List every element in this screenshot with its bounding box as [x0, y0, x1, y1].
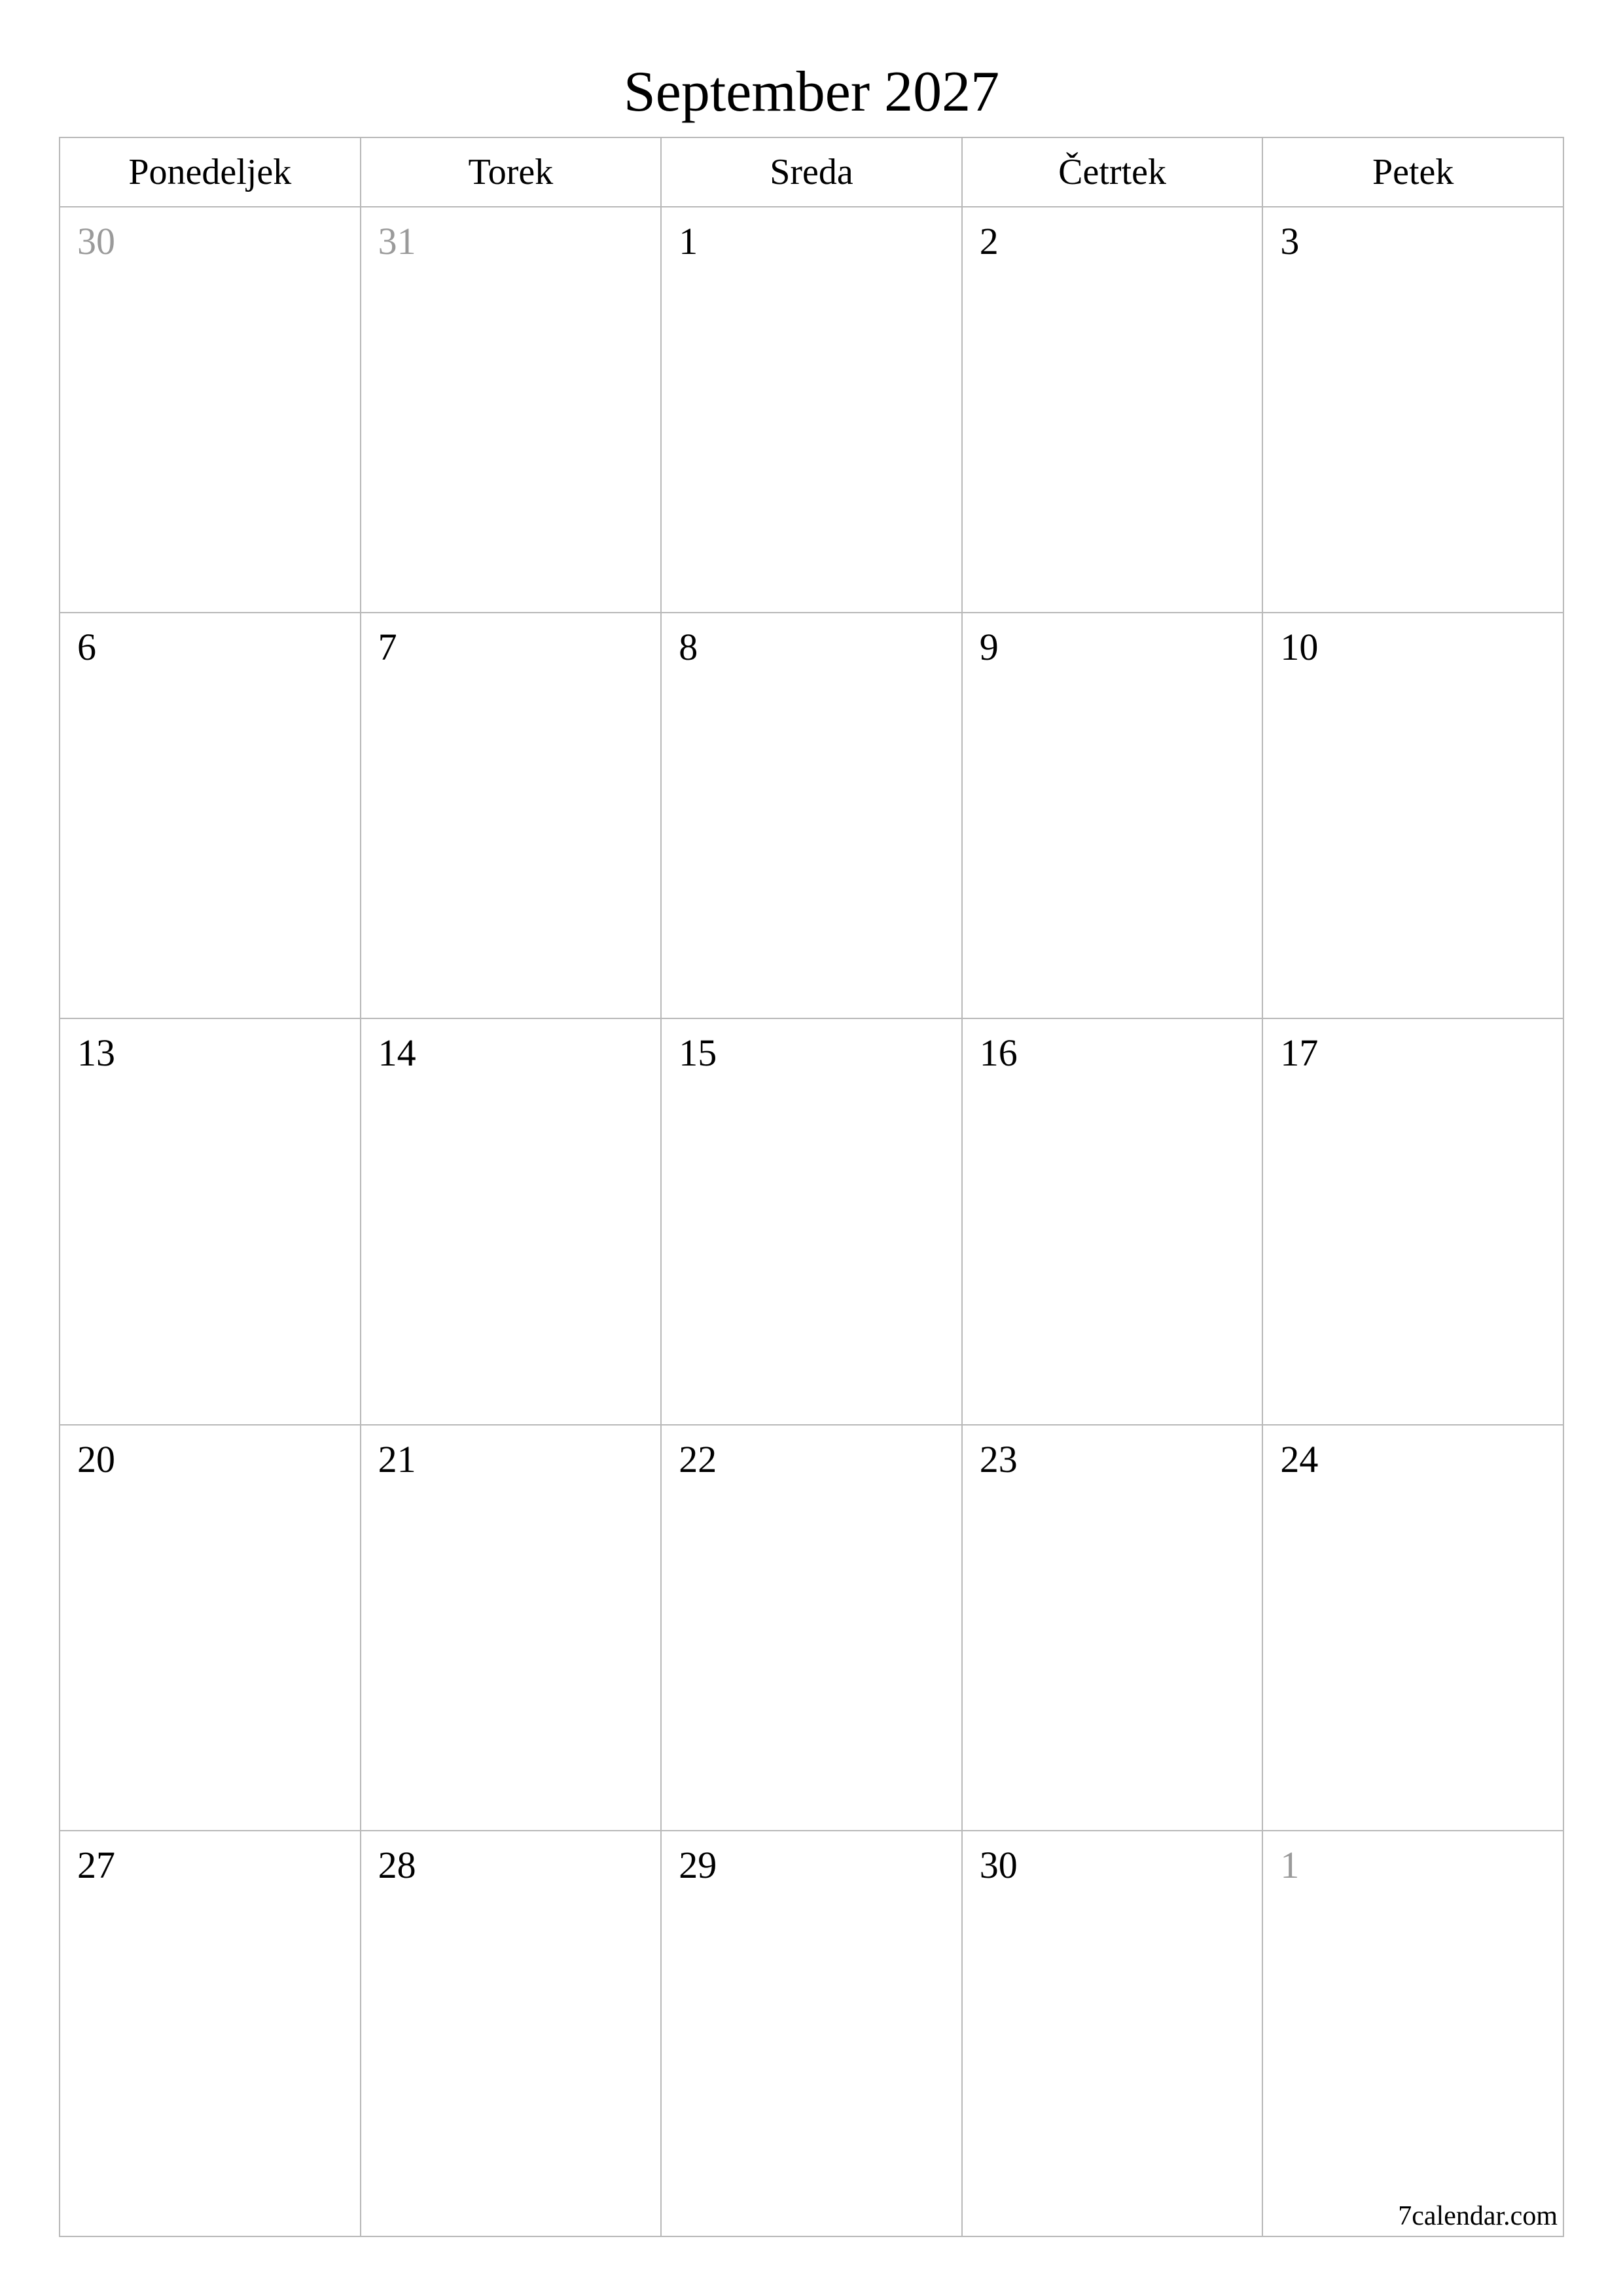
- day-number: 10: [1280, 625, 1546, 669]
- calendar-cell: 31: [361, 207, 662, 613]
- day-number: 3: [1280, 219, 1546, 263]
- calendar-week-row: 13 14 15 16 17: [60, 1018, 1563, 1424]
- day-number: 1: [679, 219, 944, 263]
- calendar-cell: 3: [1262, 207, 1563, 613]
- calendar-cell: 10: [1262, 613, 1563, 1018]
- calendar-cell: 16: [962, 1018, 1263, 1424]
- day-number: 14: [378, 1031, 644, 1075]
- day-number: 6: [77, 625, 343, 669]
- calendar-week-row: 27 28 29 30 1 7calendar.com: [60, 1831, 1563, 2236]
- calendar-cell: 30: [962, 1831, 1263, 2236]
- calendar-cell: 23: [962, 1425, 1263, 1831]
- day-number: 29: [679, 1843, 944, 1887]
- day-number: 21: [378, 1437, 644, 1481]
- calendar-cell: 20: [60, 1425, 361, 1831]
- calendar-week-row: 30 31 1 2 3: [60, 207, 1563, 613]
- day-header-mon: Ponedeljek: [60, 137, 361, 207]
- day-number: 23: [980, 1437, 1245, 1481]
- day-number: 9: [980, 625, 1245, 669]
- calendar-cell: 14: [361, 1018, 662, 1424]
- calendar-body: 30 31 1 2 3 6 7 8 9 10 13 14 15 16 17: [60, 207, 1563, 2236]
- calendar-cell: 27: [60, 1831, 361, 2236]
- calendar-cell: 30: [60, 207, 361, 613]
- footer-credit: 7calendar.com: [1398, 2200, 1558, 2232]
- calendar-cell: 29: [661, 1831, 962, 2236]
- day-header-tue: Torek: [361, 137, 662, 207]
- day-number: 28: [378, 1843, 644, 1887]
- calendar-cell: 6: [60, 613, 361, 1018]
- calendar-title: September 2027: [59, 59, 1564, 125]
- day-header-wed: Sreda: [661, 137, 962, 207]
- day-number: 7: [378, 625, 644, 669]
- calendar-cell: 2: [962, 207, 1263, 613]
- calendar-cell: 28: [361, 1831, 662, 2236]
- day-number: 30: [77, 219, 343, 263]
- day-number: 31: [378, 219, 644, 263]
- day-number: 30: [980, 1843, 1245, 1887]
- day-number: 27: [77, 1843, 343, 1887]
- day-number: 16: [980, 1031, 1245, 1075]
- calendar-week-row: 20 21 22 23 24: [60, 1425, 1563, 1831]
- calendar-cell: 9: [962, 613, 1263, 1018]
- calendar-cell: 1 7calendar.com: [1262, 1831, 1563, 2236]
- calendar-table: Ponedeljek Torek Sreda Četrtek Petek 30 …: [59, 137, 1564, 2237]
- day-number: 13: [77, 1031, 343, 1075]
- day-number: 20: [77, 1437, 343, 1481]
- day-number: 22: [679, 1437, 944, 1481]
- calendar-page: September 2027 Ponedeljek Torek Sreda Če…: [59, 59, 1564, 2237]
- day-number: 17: [1280, 1031, 1546, 1075]
- day-number: 15: [679, 1031, 944, 1075]
- day-number: 8: [679, 625, 944, 669]
- day-number: 2: [980, 219, 1245, 263]
- calendar-cell: 8: [661, 613, 962, 1018]
- calendar-cell: 1: [661, 207, 962, 613]
- calendar-cell: 22: [661, 1425, 962, 1831]
- calendar-cell: 24: [1262, 1425, 1563, 1831]
- calendar-cell: 13: [60, 1018, 361, 1424]
- day-header-fri: Petek: [1262, 137, 1563, 207]
- calendar-cell: 21: [361, 1425, 662, 1831]
- calendar-week-row: 6 7 8 9 10: [60, 613, 1563, 1018]
- calendar-cell: 7: [361, 613, 662, 1018]
- calendar-cell: 17: [1262, 1018, 1563, 1424]
- calendar-header-row: Ponedeljek Torek Sreda Četrtek Petek: [60, 137, 1563, 207]
- calendar-cell: 15: [661, 1018, 962, 1424]
- day-number: 1: [1280, 1843, 1546, 1887]
- day-number: 24: [1280, 1437, 1546, 1481]
- day-header-thu: Četrtek: [962, 137, 1263, 207]
